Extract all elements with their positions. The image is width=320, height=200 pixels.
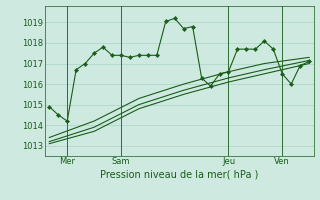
X-axis label: Pression niveau de la mer( hPa ): Pression niveau de la mer( hPa ) [100,169,258,179]
